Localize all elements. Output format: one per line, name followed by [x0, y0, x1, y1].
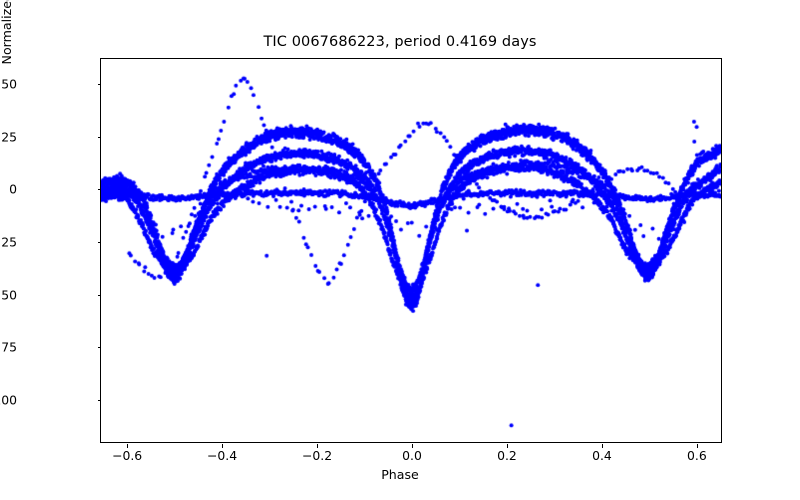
- x-axis-tick-label: −0.4: [207, 448, 238, 463]
- x-axis-tick-label: 0.2: [497, 448, 517, 463]
- y-axis-tick: [97, 242, 101, 244]
- y-axis-tick-label: −100: [0, 392, 17, 408]
- y-axis-tick: [97, 189, 101, 191]
- y-axis-tick-label: 50: [1, 76, 17, 92]
- x-axis-tick-label: −0.2: [301, 448, 333, 463]
- y-axis-tick-label: −75: [0, 339, 17, 355]
- x-axis-tick: [317, 444, 319, 448]
- x-axis-tick: [601, 444, 603, 448]
- x-axis-tick-label: −0.6: [112, 448, 143, 463]
- x-axis-tick: [412, 444, 413, 448]
- y-axis-tick: [97, 294, 101, 296]
- chart-title: TIC 0067686223, period 0.4169 days: [263, 34, 537, 50]
- x-axis-tick: [696, 444, 698, 448]
- x-axis-tick: [506, 444, 508, 448]
- x-axis-tick: [127, 444, 129, 448]
- y-axis-tick: [97, 84, 101, 86]
- y-axis-tick: [97, 136, 101, 138]
- y-axis-tick-label: −50: [0, 287, 17, 303]
- y-axis-tick: [97, 399, 101, 401]
- x-axis-tick-label: 0.4: [592, 448, 612, 463]
- y-axis-tick-label: 25: [1, 129, 17, 145]
- y-axis-tick: [97, 347, 101, 349]
- scatter-plot-points: [101, 59, 721, 442]
- x-axis-tick-label: 0.6: [687, 448, 707, 463]
- y-axis-tick-label: −25: [0, 234, 17, 250]
- x-axis-tick: [222, 444, 224, 448]
- y-axis-label: Normalized PDC flux: [0, 0, 14, 65]
- x-axis-tick-label: 0.0: [402, 448, 422, 463]
- y-axis-tick-label: 0: [9, 181, 17, 197]
- plot-axes-frame: 50 25 0 −25 −50 −75 −100 −0.6 −0.4 −0.2 0.0 0.2 0.4 0…: [0, 58, 722, 463]
- x-axis-label: Phase: [381, 467, 419, 482]
